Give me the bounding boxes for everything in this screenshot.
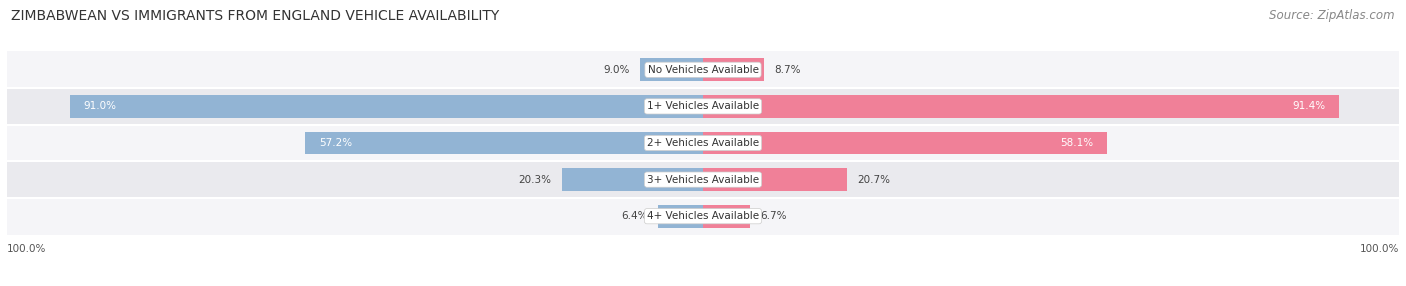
Bar xyxy=(562,168,703,191)
Text: 100.0%: 100.0% xyxy=(1360,244,1399,254)
Bar xyxy=(703,132,1108,154)
Bar xyxy=(7,51,1399,88)
Text: 4+ Vehicles Available: 4+ Vehicles Available xyxy=(647,211,759,221)
Bar xyxy=(703,95,1339,118)
Text: 20.3%: 20.3% xyxy=(519,175,551,184)
Text: 20.7%: 20.7% xyxy=(858,175,890,184)
Bar xyxy=(7,125,1399,161)
Bar xyxy=(70,95,703,118)
Bar xyxy=(703,205,749,228)
Text: 57.2%: 57.2% xyxy=(319,138,352,148)
Bar xyxy=(7,198,1399,235)
Text: Source: ZipAtlas.com: Source: ZipAtlas.com xyxy=(1270,9,1395,21)
Text: ZIMBABWEAN VS IMMIGRANTS FROM ENGLAND VEHICLE AVAILABILITY: ZIMBABWEAN VS IMMIGRANTS FROM ENGLAND VE… xyxy=(11,9,499,23)
Bar xyxy=(305,132,703,154)
Text: 91.0%: 91.0% xyxy=(83,102,117,111)
Text: 6.7%: 6.7% xyxy=(761,211,786,221)
Bar xyxy=(703,58,763,81)
Bar xyxy=(658,205,703,228)
Bar xyxy=(703,168,846,191)
Text: 1+ Vehicles Available: 1+ Vehicles Available xyxy=(647,102,759,111)
Text: 3+ Vehicles Available: 3+ Vehicles Available xyxy=(647,175,759,184)
Text: No Vehicles Available: No Vehicles Available xyxy=(648,65,758,75)
Bar xyxy=(640,58,703,81)
Text: 8.7%: 8.7% xyxy=(773,65,800,75)
Text: 91.4%: 91.4% xyxy=(1292,102,1326,111)
Bar xyxy=(7,161,1399,198)
Text: 6.4%: 6.4% xyxy=(621,211,648,221)
Bar xyxy=(7,88,1399,125)
Text: 2+ Vehicles Available: 2+ Vehicles Available xyxy=(647,138,759,148)
Text: 9.0%: 9.0% xyxy=(603,65,630,75)
Text: 58.1%: 58.1% xyxy=(1060,138,1094,148)
Text: 100.0%: 100.0% xyxy=(7,244,46,254)
